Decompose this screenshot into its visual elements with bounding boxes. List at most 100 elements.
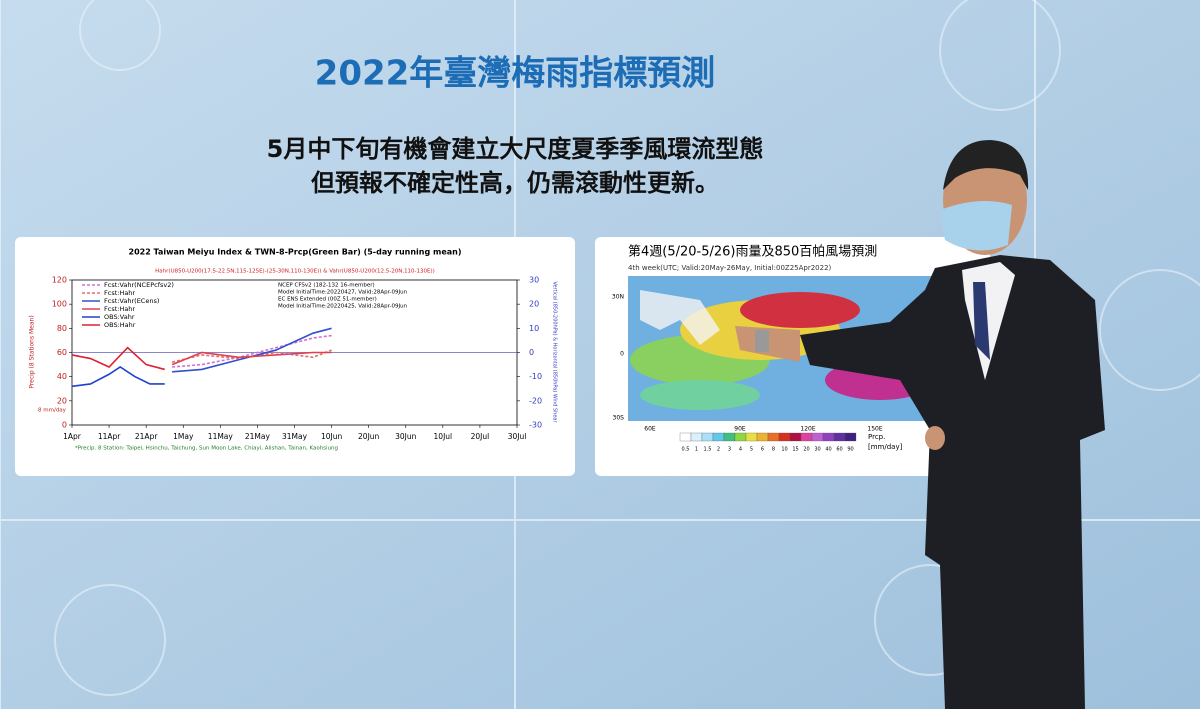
lon-label: 150E [867, 426, 882, 433]
subtitle: 但預報不確定性高，仍需滾動性更新。 [311, 169, 719, 197]
series-line [172, 327, 332, 373]
colorbar-swatch [723, 432, 736, 442]
colorbar-label: 30 [814, 447, 820, 453]
x-tick-label: 21Apr [135, 432, 158, 441]
y2-tick-label: 10 [529, 324, 539, 333]
model-note: NCEP CFSv2 (182-132 16-member) [278, 283, 375, 289]
y2-tick-label: -30 [529, 421, 542, 430]
y-tick-label: 20 [57, 396, 67, 405]
colorbar-label: 0.5 [682, 447, 690, 453]
colorbar-label: 1.5 [704, 447, 712, 453]
y-tick-label: 0 [62, 421, 67, 430]
colorbar-swatch [701, 432, 714, 442]
map-axes: 30N 0 30S 60E 90E 120E 150E [612, 294, 883, 433]
threshold-label: 8 mm/day [38, 408, 67, 414]
x-tick-label: 31May [282, 432, 308, 441]
y2-tick-label: 0 [529, 348, 534, 357]
model-note: EC ENS Extended (00Z 51-member) [278, 297, 377, 303]
colorbar-label: 5 [750, 447, 753, 453]
y-axis-label: Precip (8 Stations Mean) [29, 315, 36, 388]
colorbar-unit: [mm/day] [868, 443, 903, 451]
series-line [71, 366, 165, 388]
y2-tick-label: -20 [529, 396, 542, 405]
lat-label: 30N [612, 294, 624, 301]
colorbar-swatch [822, 432, 835, 442]
legend-label: Fcst:Vahr(NCEPcfsv2) [104, 281, 174, 289]
map-title: 第4週(5/20-5/26)雨量及850百帕風場預測 [628, 245, 877, 260]
colorbar-label: 10 [781, 447, 787, 453]
colorbar-swatch [833, 432, 846, 442]
x-tick-label: 10Jun [321, 432, 343, 441]
colorbar-swatch [690, 432, 703, 442]
x-tick-label: 30Jun [395, 432, 417, 441]
colorbar-swatch [811, 432, 824, 442]
colorbar-label: 20 [803, 447, 809, 453]
lat-label: 30S [613, 415, 625, 422]
model-notes: NCEP CFSv2 (182-132 16-member) Model Ini… [278, 283, 408, 310]
y-tick-label: 100 [52, 300, 67, 309]
y-tick-label: 60 [57, 348, 67, 357]
legend-label: Fcst:Hahr [104, 289, 135, 297]
colorbar-title: Prcp. [868, 433, 885, 441]
legend-label: OBS:Hahr [104, 321, 136, 329]
colorbar-label: 60 [836, 447, 842, 453]
x-tick-label: 21May [245, 432, 271, 441]
colorbar-swatch [844, 432, 857, 442]
series-line [171, 351, 332, 366]
y-tick-label: 120 [52, 276, 67, 285]
colorbar-swatch [767, 432, 780, 442]
colorbar-swatch [778, 432, 791, 442]
chart: 0 20 40 60 80 100 120 -30 -20 -10 0 10 20 30 1Apr 11Apr… [52, 276, 542, 442]
colorbar-label: 3 [728, 447, 731, 453]
y2-tick-label: 30 [529, 276, 539, 285]
x-tick-label: 11May [208, 432, 234, 441]
colorbar-label: 40 [825, 447, 831, 453]
colorbar-label: 15 [792, 447, 798, 453]
colorbar: 0.5 1 1.5 2 3 4 5 6 8 10 15 20 30 40 60 90 [679, 432, 857, 453]
x-tick-label: 1Apr [63, 432, 82, 441]
chart-title: 2022 Taiwan Meiyu Index & TWN-8-Prcp(Gre… [129, 248, 462, 257]
y2-axis-label: Vertical (850-200hPa) & Horizontal (850h… [552, 281, 558, 423]
colorbar-swatch [712, 432, 725, 442]
chart-subtitle: Hahr(U850-U200(17.5-22.5N,115-125E)-(25-… [155, 269, 435, 275]
lon-label: 60E [644, 426, 656, 433]
colorbar-label: 8 [772, 447, 775, 453]
colorbar-label: 90 [847, 447, 853, 453]
legend-label: Fcst:Vahr(ECens) [104, 297, 159, 305]
series-line [172, 334, 332, 368]
x-tick-label: 20Jul [471, 432, 490, 441]
lon-label: 90E [734, 426, 746, 433]
lat-label: 0 [620, 351, 624, 358]
colorbar-label: 4 [739, 447, 742, 453]
x-tick-label: 30Jul [508, 432, 527, 441]
x-tick-label: 11Apr [98, 432, 121, 441]
colorbar-swatch [789, 432, 802, 442]
colorbar-label: 2 [717, 447, 720, 453]
model-note: Model InitialTime:20220427, Valid:28Apr-… [278, 290, 408, 296]
chart-panel [15, 237, 575, 476]
footnote: *Precip. 8 Station: Taipei, Hsinchu, Tai… [75, 446, 338, 452]
presenter [735, 140, 1105, 709]
lon-label: 120E [800, 426, 815, 433]
colorbar-swatch [800, 432, 813, 442]
y-tick-label: 80 [57, 324, 67, 333]
map-subtitle: 4th week(UTC; Valid:20May-26May, Initial… [628, 264, 832, 272]
colorbar-label: 6 [761, 447, 764, 453]
model-note: Model InitialTime:20220425, Valid:28Apr-… [278, 304, 408, 310]
series-line [71, 346, 165, 371]
y2-tick-label: -10 [529, 372, 542, 381]
y-tick-label: 40 [57, 372, 67, 381]
subtitle: 5月中下旬有機會建立大尺度夏季季風環流型態 [267, 135, 764, 163]
colorbar-label: 1 [695, 447, 698, 453]
decor-circles [54, 0, 1200, 696]
colorbar-swatch [679, 432, 692, 442]
x-tick-label: 10Jul [434, 432, 453, 441]
y2-tick-label: 20 [529, 300, 539, 309]
colorbar-swatch [734, 432, 747, 442]
x-tick-label: 20Jun [358, 432, 380, 441]
x-tick-label: 1May [173, 432, 194, 441]
colorbar-swatch [756, 432, 769, 442]
legend-label: OBS:Vahr [104, 313, 135, 321]
